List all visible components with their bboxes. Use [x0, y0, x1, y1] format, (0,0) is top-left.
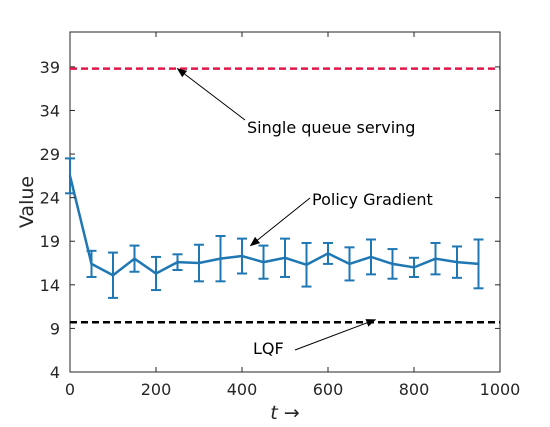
series-0-point-14 [369, 255, 373, 259]
plot-frame [69, 31, 501, 373]
series-0-point-6 [197, 261, 201, 265]
series-0-point-4 [154, 272, 158, 275]
series-0-point-9 [262, 260, 265, 264]
x-tick-label-0: 0 [65, 380, 75, 399]
x-axis-label: t → [270, 402, 299, 424]
axis-ticks: 0 200 400 600 800 1000 4 9 14 19 24 29 34 39 [40, 32, 521, 399]
annotation-arrow-0 [176, 68, 246, 121]
series-0-point-13 [348, 262, 351, 266]
y-tick-label-2: 14 [40, 276, 60, 295]
series-0-point-7 [219, 257, 222, 260]
y-tick-label-7: 39 [40, 58, 60, 77]
y-tick-label-3: 19 [40, 232, 60, 251]
series-0-point-19 [477, 262, 480, 266]
annotation-arrow-1 [249, 197, 311, 247]
series-0-point-5 [176, 260, 179, 264]
series-0-point-18 [455, 260, 459, 264]
y-tick-label-4: 24 [40, 189, 60, 208]
series-0-point-3 [133, 257, 136, 260]
series-0-point-16 [412, 266, 416, 269]
x-tick-label-2: 400 [227, 380, 258, 399]
x-tick-label-1: 200 [141, 380, 172, 399]
series-0-point-1 [90, 262, 93, 266]
series-0-point-0 [68, 174, 72, 178]
x-tick-label-4: 800 [399, 380, 430, 399]
series-0-point-17 [434, 257, 437, 260]
series-0-point-11 [305, 263, 308, 266]
y-tick-label-5: 29 [40, 145, 60, 164]
x-tick-label-5: 1000 [480, 380, 521, 399]
x-tick-label-3: 600 [313, 380, 344, 399]
annotation-arrow-2 [294, 319, 377, 351]
y-tick-label-1: 9 [50, 319, 60, 338]
series-0-point-12 [326, 252, 330, 255]
series-0-point-15 [391, 262, 394, 266]
y-tick-label-0: 4 [50, 363, 60, 382]
y-tick-label-6: 34 [40, 101, 60, 120]
annotation-lqf: LQF [253, 339, 284, 358]
chart-marks [65, 67, 500, 351]
series-0-point-2 [111, 274, 115, 277]
series-0-point-10 [283, 256, 287, 259]
y-axis-label: Value [16, 176, 38, 228]
series-0-point-8 [240, 254, 244, 258]
annotation-single-queue: Single queue serving [247, 118, 415, 137]
annotation-policy-gradient: Policy Gradient [312, 190, 433, 209]
series-0-line [68, 175, 479, 277]
